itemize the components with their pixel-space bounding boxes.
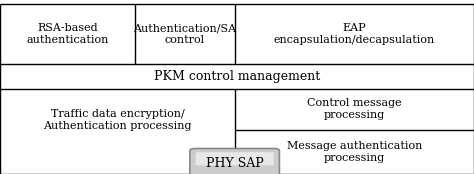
FancyBboxPatch shape xyxy=(190,149,279,174)
Text: Message authentication
processing: Message authentication processing xyxy=(287,141,422,163)
Text: Control message
processing: Control message processing xyxy=(307,98,402,120)
Text: PKM control management: PKM control management xyxy=(154,70,320,83)
Text: Authentication/SA
control: Authentication/SA control xyxy=(133,23,237,45)
Text: PHY SAP: PHY SAP xyxy=(206,157,264,170)
Text: EAP
encapsulation/decapsulation: EAP encapsulation/decapsulation xyxy=(274,23,435,45)
Text: Traffic data encryption/
Authentication processing: Traffic data encryption/ Authentication … xyxy=(43,109,192,131)
Text: RSA-based
authentication: RSA-based authentication xyxy=(27,23,109,45)
FancyBboxPatch shape xyxy=(195,152,274,165)
